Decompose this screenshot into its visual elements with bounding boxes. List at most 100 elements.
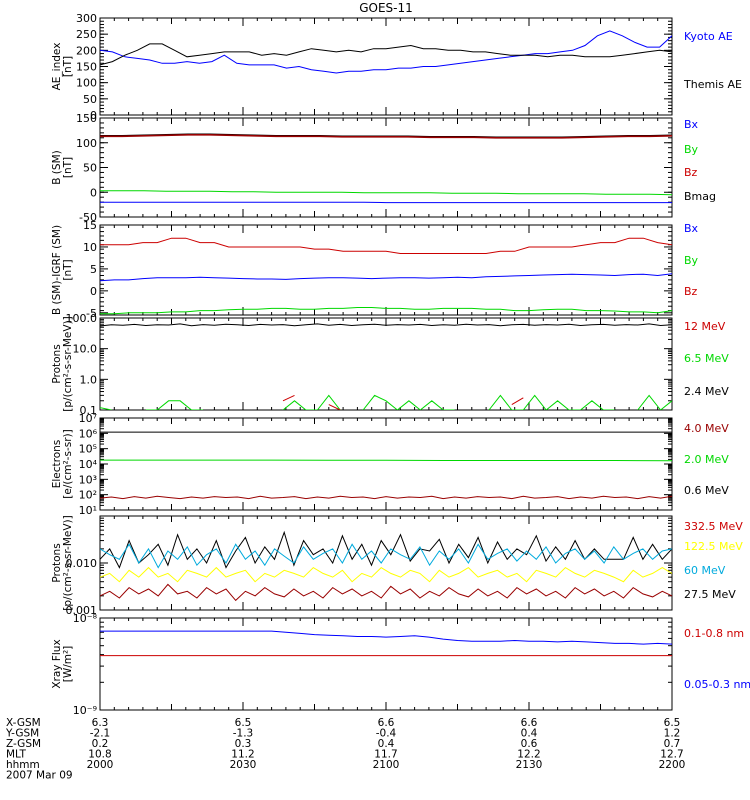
legend-entry: 2.0 MeV — [684, 453, 729, 466]
y-tick-label: 10⁷ — [79, 412, 97, 425]
series-line-bigrf-2 — [100, 307, 672, 315]
y-axis-label-line: [W/m²] — [62, 646, 74, 683]
y-axis-label-line: [nT] — [62, 259, 74, 280]
panel-frame — [99, 17, 673, 116]
y-tick-label: 50 — [83, 93, 97, 106]
legend-entry: Themis AE — [683, 78, 742, 91]
y-axis-label-line: [p/(cm²-s-sr-MeV)] — [62, 316, 74, 411]
series-line-bsm-2 — [100, 190, 672, 196]
legend-entry: Bmag — [684, 190, 716, 203]
y-tick-label: 5 — [90, 263, 97, 276]
y-axis-label: Electrons[e/(cm²-s-sr)] — [51, 429, 74, 498]
y-tick-label: 100 — [76, 77, 97, 90]
footer-row-value: 11.7 — [374, 749, 397, 761]
series-line-electrons-1 — [100, 459, 672, 462]
panel-bsm: -50 0 50 100 150 B (SM)[nT] Bx By Bz Bmag — [51, 112, 716, 224]
footer-row-value: 11.2 — [231, 749, 254, 761]
footer-row-value: -1.3 — [233, 728, 254, 740]
y-axis-label-line: AE_index — [51, 43, 63, 91]
chart-title: GOES-11 — [359, 1, 413, 15]
series-line-protons_mev-1 — [100, 394, 672, 410]
series-line-xray-0 — [100, 630, 672, 645]
footer-row-value: -2.1 — [90, 728, 111, 740]
legend-entry: 0.1-0.8 nm — [684, 627, 744, 640]
footer-row-value: 0.3 — [235, 738, 252, 750]
y-tick-label: 0 — [90, 109, 97, 122]
y-tick-label: 10³ — [79, 473, 97, 486]
y-axis-label-line: [e/(cm²-s-sr)] — [62, 429, 74, 498]
footer-row-value: 0.4 — [378, 738, 395, 750]
y-axis-label-line: [nT] — [62, 157, 74, 178]
legend-entry: 2.4 MeV — [684, 385, 729, 398]
legend-entry: 0.6 MeV — [684, 484, 729, 497]
footer-row-value: 6.5 — [235, 717, 252, 729]
y-axis-label-line: Protons — [51, 543, 63, 582]
footer-row-label: Y-GSM — [5, 728, 39, 740]
footer-row-value: 2030 — [230, 759, 257, 771]
y-tick-label: -50 — [79, 211, 97, 224]
series-line-protons_mev-0 — [100, 323, 672, 327]
footer-row-value: 6.6 — [521, 717, 538, 729]
y-tick-label: 10² — [79, 489, 97, 502]
y-axis-label: AE_index[nT] — [51, 43, 74, 91]
y-tick-label: 10 — [83, 241, 97, 254]
series-line-ae-0 — [100, 30, 672, 74]
y-tick-label: -5 — [86, 307, 97, 320]
panel-protons_mev: 0.11.010.0100.0Protons[p/(cm²-s-sr-MeV)]… — [51, 312, 729, 417]
y-axis-label: Xray Flux[W/m²] — [51, 639, 74, 688]
footer-row-value: 12.2 — [517, 749, 540, 761]
panel-xray: 10⁻⁹ 10⁻⁸ Xray Flux[W/m²] 0.1-0.8 nm 0.05-0.… — [51, 612, 750, 717]
panel-frame — [99, 317, 673, 411]
footer-row-value: 2200 — [659, 759, 686, 771]
panel-ae: 0 50 100 150 200 250 300 AE_index[nT] Kyoto AE Th… — [51, 12, 742, 122]
y-tick-label: 10⁻⁹ — [73, 704, 97, 717]
y-tick-label: 10⁶ — [79, 427, 98, 440]
legend-entry: Kyoto AE — [684, 30, 733, 43]
y-axis-label-line: B (SM) — [51, 150, 63, 184]
footer-row-value: 0.4 — [521, 728, 538, 740]
footer-row-value: 2000 — [87, 759, 114, 771]
y-tick-label: 300 — [76, 12, 97, 25]
y-tick-label: 0.1 — [80, 404, 98, 417]
y-axis-label: B (SM)[nT] — [51, 150, 74, 184]
y-tick-label: 10⁵ — [79, 443, 97, 456]
series-line-bigrf-0 — [100, 237, 672, 254]
y-tick-label: 0 — [90, 285, 97, 298]
y-axis-label-line: [p/(cm²-s-sr-MeV)] — [62, 515, 74, 610]
series-line-protons_hi-3 — [100, 583, 672, 602]
panel-frame — [99, 617, 673, 711]
y-tick-label: 10¹ — [79, 504, 97, 517]
y-tick-label: 10⁴ — [79, 458, 98, 471]
legend-entry: 122.5 MeV — [684, 540, 743, 553]
legend-entry: 12 MeV — [684, 320, 726, 333]
legend-entry: Bx — [684, 118, 699, 131]
footer-row-label: Z-GSM — [6, 738, 41, 750]
footer-row-value: 6.3 — [92, 717, 109, 729]
legend-entry: 60 MeV — [684, 564, 726, 577]
y-tick-label: 0.010 — [66, 557, 98, 570]
y-tick-label: 1.0 — [80, 373, 98, 386]
legend-entry: 0.05-0.3 nm — [684, 678, 750, 691]
y-tick-label: 150 — [76, 112, 97, 125]
footer-row-value: 2130 — [516, 759, 543, 771]
legend-entry: By — [684, 143, 699, 156]
y-axis-label: Protons[p/(cm²-s-sr-MeV)] — [51, 316, 74, 411]
footer-row-value: 6.5 — [664, 717, 681, 729]
legend-entry: By — [684, 254, 699, 267]
y-tick-label: 250 — [76, 28, 97, 41]
y-tick-label: 0.001 — [66, 604, 98, 617]
y-tick-label: 150 — [76, 61, 97, 74]
footer-row-value: 0.6 — [521, 738, 538, 750]
footer-row-value: 6.6 — [378, 717, 395, 729]
legend-entry: Bx — [684, 222, 699, 235]
legend-entry: 6.5 MeV — [684, 352, 729, 365]
series-line-protons_mev-2 — [282, 394, 524, 410]
footer-row-label: hhmm — [6, 759, 40, 771]
legend-entry: 332.5 MeV — [684, 520, 743, 533]
legend-entry: 27.5 MeV — [684, 588, 736, 601]
y-tick-label: 100 — [76, 137, 97, 150]
series-line-protons_hi-0 — [100, 530, 672, 569]
footer-row-value: 0.2 — [92, 738, 109, 750]
legend-entry: Bz — [684, 285, 698, 298]
